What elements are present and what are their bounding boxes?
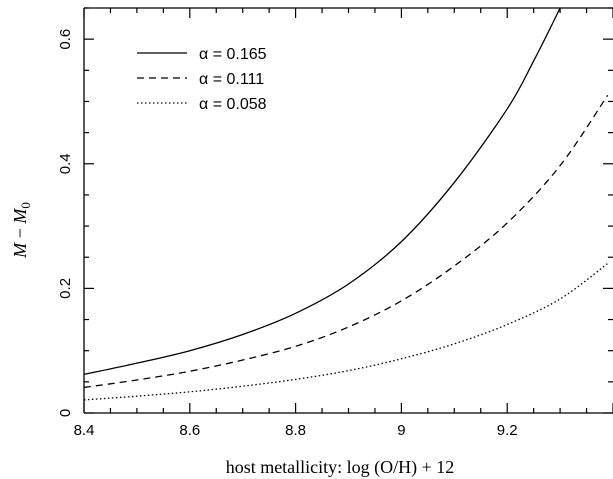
series-line-dashed [84,94,609,389]
series-line-dotted [84,262,609,401]
tick-labels-group: 8.4 8.6 8.8 9 9.2 0 0.2 0.4 0.6 [57,29,518,439]
legend-label-2: α = 0.058 [199,96,267,113]
y-tick-label: 0.2 [57,278,74,299]
series-line-solid [84,8,561,376]
legend-label-0: α = 0.165 [199,46,267,63]
ticks-group [83,7,613,414]
x-axis-title: host metallicity: log (O/H) + 12 [226,457,455,478]
x-tick-label: 9.2 [497,422,518,439]
legend-label-1: α = 0.111 [199,71,264,88]
legend: α = 0.165 α = 0.111 α = 0.058 [137,46,267,113]
x-tick-label: 9 [397,422,405,439]
y-axis-title-sub: 0 [18,202,33,209]
x-tick-label: 8.4 [74,422,95,439]
y-axis-title-minus: − [10,224,30,243]
y-tick-label: 0.6 [57,29,74,50]
series-group [84,8,609,401]
y-axis-title-main: M [10,242,30,259]
x-tick-label: 8.6 [179,422,200,439]
x-tick-label: 8.8 [285,422,306,439]
y-tick-label: 0 [57,409,74,417]
plot-frame-group [83,7,613,414]
y-axis-title: M − M0 [10,202,33,259]
y-tick-label: 0.4 [57,153,74,174]
y-axis-title-main-2: M [10,208,30,225]
svg-text:M − M0: M − M0 [10,202,33,259]
